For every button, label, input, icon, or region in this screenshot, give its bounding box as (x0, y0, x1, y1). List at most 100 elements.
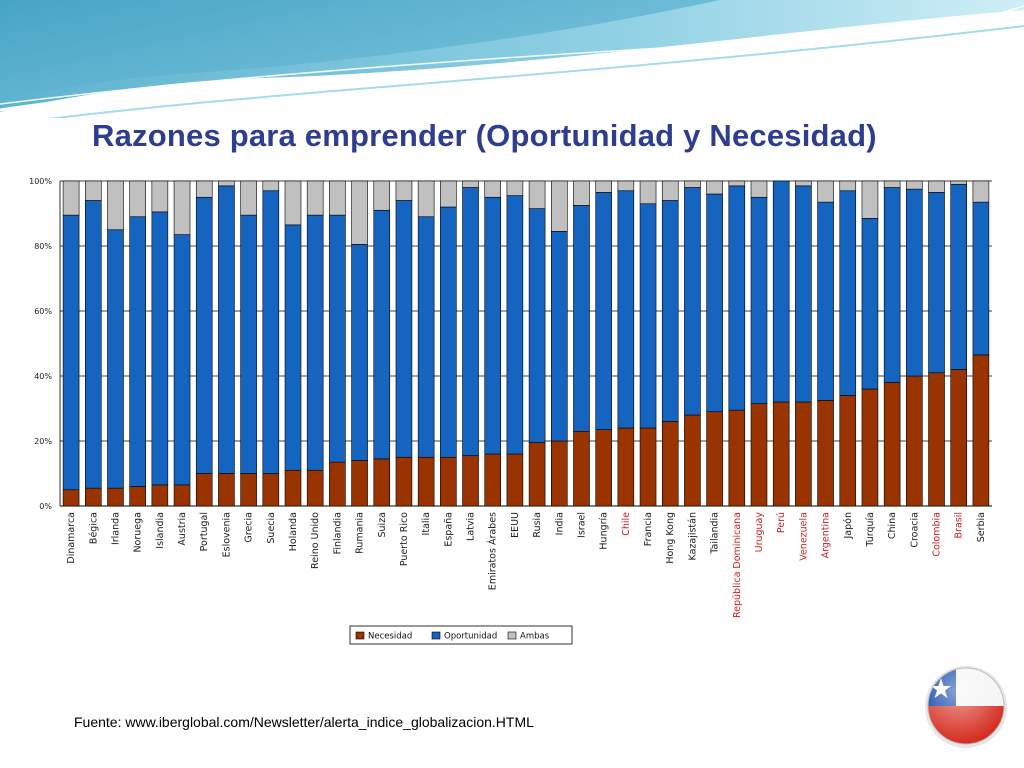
x-tick-label: EEUU (510, 512, 521, 538)
bar-segment-oportunidad (284, 224, 302, 471)
bar-segment-oportunidad (462, 187, 479, 456)
x-tick-label: Dinamarca (66, 512, 77, 564)
bar-segment-necesidad (417, 456, 435, 507)
bar-segment-necesidad (684, 414, 701, 507)
bar-segment-necesidad (195, 473, 213, 507)
bar-segment-oportunidad (928, 192, 945, 374)
bar-segment-necesidad (661, 421, 679, 507)
x-tick-label: Hong Kong (665, 512, 676, 564)
x-tick-label: Puerto Rico (399, 512, 410, 566)
x-tick-label: Finlandia (332, 512, 343, 554)
bar-segment-ambas (506, 180, 524, 196)
bar-segment-ambas (173, 180, 191, 235)
x-tick-label: Reino Unido (310, 512, 321, 569)
bar-segment-oportunidad (417, 216, 435, 458)
y-tick-label: 80% (34, 242, 52, 251)
x-tick-label: Holanda (288, 512, 299, 551)
bar-segment-ambas (218, 180, 235, 187)
legend-swatch (355, 631, 365, 640)
bar-segment-oportunidad (550, 231, 568, 442)
bar-segment-necesidad (484, 453, 502, 507)
bar-segment-necesidad (839, 395, 857, 507)
bar-segment-necesidad (373, 458, 391, 507)
bar-segment-necesidad (928, 372, 945, 507)
legend-swatch (431, 631, 441, 640)
bar-segment-necesidad (972, 354, 990, 507)
x-tick-label: Japón (843, 512, 854, 540)
bar-segment-necesidad (351, 460, 368, 507)
x-tick-label: Kazajistán (687, 512, 698, 561)
chart-title: Razones para emprender (Oportunidad y Ne… (92, 118, 877, 153)
bar-segment-necesidad (772, 401, 790, 507)
bar-segment-oportunidad (661, 200, 679, 422)
x-tick-label: Eslovenia (221, 512, 232, 557)
bar-segment-oportunidad (772, 180, 790, 403)
bar-segment-oportunidad (861, 218, 879, 390)
bar-segment-necesidad (817, 400, 834, 507)
bar-segment-oportunidad (262, 190, 280, 474)
bar-segment-oportunidad (706, 193, 723, 413)
bar-segment-oportunidad (218, 185, 235, 474)
bar-segment-oportunidad (795, 185, 812, 403)
bar-segment-oportunidad (240, 214, 257, 474)
bar-segment-ambas (595, 180, 612, 193)
legend-label: Ambas (520, 632, 550, 642)
y-tick-label: 60% (34, 307, 52, 316)
x-tick-label: España (443, 512, 454, 547)
x-tick-label: Italia (421, 512, 432, 535)
bar-segment-ambas (661, 180, 679, 201)
bar-segment-necesidad (395, 456, 413, 507)
x-tick-label: Emiratos Árabes (487, 512, 499, 590)
x-tick-label: República Dominicana (732, 512, 743, 618)
bar-segment-ambas (639, 180, 657, 205)
bar-segment-ambas (395, 180, 413, 201)
x-tick-label: Argentina (821, 512, 832, 558)
x-tick-label: Islandia (155, 512, 166, 549)
bar-segment-oportunidad (950, 183, 968, 370)
bar-segment-necesidad (728, 409, 746, 507)
bar-segment-necesidad (462, 455, 479, 507)
bar-segment-ambas (906, 180, 923, 190)
bar-segment-ambas (129, 180, 146, 218)
bar-segment-ambas (440, 180, 457, 208)
x-tick-label: Turquía (865, 512, 876, 548)
bar-segment-oportunidad (906, 188, 923, 377)
x-tick-label: Suiza (377, 512, 388, 538)
bar-segment-necesidad (440, 456, 457, 507)
bar-segment-necesidad (506, 453, 524, 507)
bar-segment-necesidad (151, 484, 169, 507)
x-tick-label: Rumania (355, 512, 366, 554)
bar-segment-oportunidad (883, 187, 901, 383)
bar-segment-oportunidad (484, 196, 502, 455)
y-tick-label: 0% (39, 502, 52, 511)
chile-flag-icon (925, 666, 1007, 748)
x-tick-label: China (887, 512, 898, 539)
legend-box (349, 625, 573, 645)
x-tick-label: Hungría (599, 512, 610, 550)
bar-segment-ambas (373, 180, 391, 211)
x-tick-label: Bégica (88, 512, 99, 544)
grid-layer: 0% 20% 40% 60% 80% 100% (29, 177, 992, 511)
bar-segment-oportunidad (595, 192, 612, 430)
x-tick-label: Brasil (954, 512, 965, 538)
bar-segment-oportunidad (107, 229, 124, 489)
y-tick-label: 40% (34, 372, 52, 381)
x-tick-label: Perú (776, 512, 787, 533)
bar-segment-ambas (262, 180, 280, 192)
bar-segment-necesidad (218, 473, 235, 507)
bar-segment-necesidad (750, 403, 768, 507)
bar-segment-necesidad (706, 411, 723, 507)
bar-segment-oportunidad (972, 201, 990, 356)
bar-segment-necesidad (306, 469, 324, 507)
bar-segment-necesidad (795, 401, 812, 507)
bar-segment-ambas (550, 180, 568, 232)
bar-segment-ambas (284, 180, 302, 226)
bar-segment-necesidad (617, 427, 635, 507)
bar-segment-oportunidad (639, 203, 657, 429)
bar-segment-necesidad (284, 469, 302, 507)
bar-segment-necesidad (595, 429, 612, 507)
decorative-wave-banner (0, 0, 1024, 120)
bar-segment-ambas (151, 180, 169, 213)
bar-segment-ambas (861, 180, 879, 219)
bar-segment-oportunidad (329, 214, 346, 463)
